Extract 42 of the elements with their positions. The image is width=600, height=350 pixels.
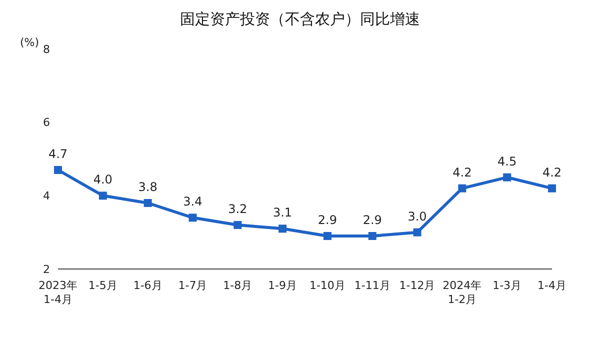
- point: [188, 214, 197, 222]
- x-tick-label: 1-6月: [133, 279, 162, 292]
- data-label: 2.9: [318, 213, 337, 227]
- y-tick-label: 8: [43, 42, 50, 56]
- data-label: 3.8: [138, 180, 158, 194]
- data-label: 3.0: [408, 209, 427, 224]
- data-label: 3.1: [273, 206, 292, 220]
- data-label: 3.2: [228, 202, 248, 216]
- point: [278, 224, 287, 233]
- point: [98, 192, 107, 200]
- y-axis-title: (%): [20, 36, 40, 49]
- chart-title: 固定资产投资（不含农户）同比增速: [179, 10, 421, 29]
- x-tick-label: 1-12月: [399, 279, 436, 292]
- y-tick-label: 4: [43, 190, 50, 203]
- point: [368, 232, 376, 240]
- x-tick-label: 1-8月: [223, 279, 252, 292]
- point: [323, 232, 332, 240]
- data-label: 3.4: [183, 194, 202, 209]
- x-tick-label: 1-7月: [178, 279, 208, 292]
- x-tick-label: 2023年 1-4月: [38, 279, 78, 306]
- data-label: 4.5: [498, 154, 517, 168]
- point: [548, 184, 556, 192]
- point: [234, 221, 242, 229]
- y-tick-label: 6: [43, 116, 50, 130]
- y-tick-label: 2: [43, 262, 50, 276]
- data-label: 4.2: [452, 165, 472, 180]
- x-tick-label: 1-3月: [492, 279, 522, 292]
- point: [503, 173, 512, 182]
- x-tick-label: 1-5月: [88, 279, 118, 292]
- x-tick-label: 1-9月: [268, 279, 298, 292]
- point: [144, 199, 152, 207]
- data-label: 4.7: [48, 147, 68, 161]
- x-tick-label: 1-4月: [538, 279, 566, 292]
- point: [413, 228, 422, 236]
- x-tick-label: 1-11月: [354, 279, 390, 292]
- x-tick-label: 2024年 1-2月: [442, 279, 482, 306]
- point: [54, 166, 62, 174]
- data-label: 2.9: [362, 213, 382, 227]
- x-tick-label: 1-10月: [309, 279, 346, 292]
- data-label: 4.0: [93, 172, 112, 187]
- point: [458, 184, 466, 192]
- data-label: 4.2: [542, 165, 562, 180]
